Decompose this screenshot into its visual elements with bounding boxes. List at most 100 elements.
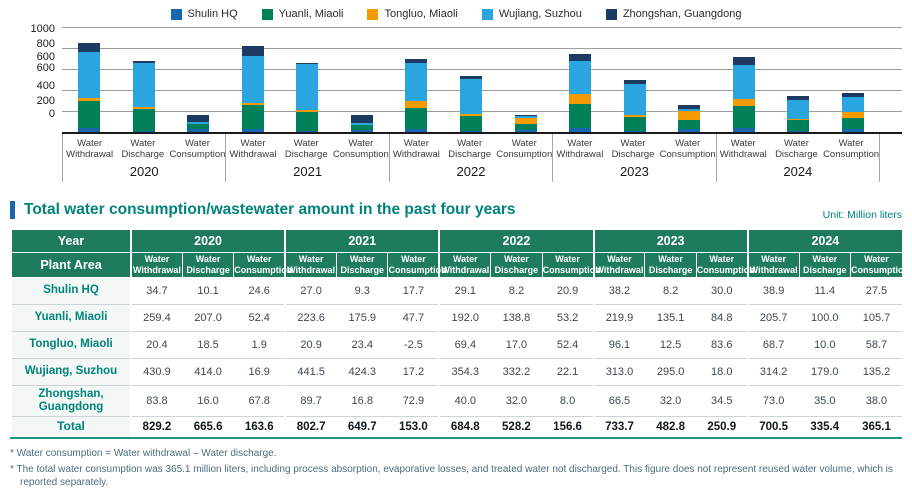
year-group-header: 2020: [129, 230, 286, 253]
data-cell: 67.8: [233, 385, 286, 417]
data-cell: 52.4: [541, 331, 594, 359]
y-axis-tick-label: 600: [36, 62, 55, 75]
accent-bar: [10, 201, 15, 219]
bar-segment: [569, 127, 592, 132]
stacked-bar: [841, 92, 864, 132]
total-data-cell: 482.8: [644, 416, 697, 439]
year-header-cell: Year: [10, 230, 131, 253]
data-cell: 20.4: [129, 331, 183, 359]
bar-segment: [187, 114, 210, 122]
bar-segment: [350, 115, 373, 124]
legend-item-label: Wujiang, Suzhou: [498, 8, 582, 20]
stacked-bar: [569, 53, 592, 132]
bar-segment: [296, 62, 319, 65]
data-cell: 332.2: [490, 358, 543, 386]
bar-segment: [787, 130, 810, 132]
x-measure-label: Water Withdrawal: [556, 138, 604, 160]
footnote-2: * The total water consumption was 365.1 …: [10, 463, 893, 489]
bar-slot: [771, 27, 826, 132]
bar-segment: [78, 52, 101, 99]
y-axis-tick-label: 0: [48, 107, 55, 120]
x-measure-label: Water Discharge: [775, 138, 818, 160]
bar-segment: [296, 131, 319, 132]
bar-segment: [732, 64, 755, 99]
data-cell: 68.7: [746, 331, 800, 359]
bar-segment: [569, 53, 592, 61]
table-row: Shulin HQ 34.7 10.1 24.6 27.0 9.3 17.7 29.1 8.2 2…: [10, 277, 902, 305]
year-group-header: 2021: [284, 230, 440, 253]
stacked-bar: [678, 105, 701, 132]
bar-segment: [732, 98, 755, 106]
bar-slot: [280, 27, 335, 132]
unit-label: Unit: Million liters: [822, 209, 902, 221]
bar-slot: [335, 27, 390, 132]
bar-slot: [444, 27, 499, 132]
data-cell: 24.6: [233, 277, 286, 305]
data-cell: 11.4: [798, 277, 851, 305]
table-header-sub-row: Plant Area Water Withdrawal Water Discharge W…: [10, 252, 909, 278]
data-cell: 22.1: [541, 358, 594, 386]
total-label-cell: Total: [10, 416, 131, 439]
legend-swatch: [261, 8, 273, 20]
bar-slot: [716, 27, 771, 132]
data-cell: 175.9: [336, 304, 388, 332]
y-axis-tick-label: 800: [36, 38, 55, 51]
total-data-cell: 528.2: [490, 416, 543, 439]
x-year-label: 2021: [293, 164, 323, 179]
x-measure-label: Water Discharge: [121, 138, 165, 160]
bar-segment: [678, 105, 701, 109]
plant-name-cell: Yuanli, Miaoli: [10, 304, 131, 332]
bar-segment: [405, 128, 428, 132]
total-data-cell: 250.9: [695, 416, 748, 439]
bar-segment: [841, 92, 864, 98]
water-data-table: Year 2020 2021 2022 2023 2024 Plant Area Water W…: [10, 230, 909, 439]
x-axis-group: Water Withdrawal Water Discharge Water Consum…: [388, 134, 552, 182]
table-row: Wujiang, Suzhou 430.9 414.0 16.9 441.5 424.3 1…: [10, 358, 902, 386]
bar-segment: [241, 102, 264, 106]
bar-group: [553, 27, 717, 132]
data-cell: 32.0: [490, 385, 543, 417]
total-data-cell: 365.1: [849, 416, 902, 439]
data-cell: 259.4: [129, 304, 183, 332]
bar-slot: [117, 27, 172, 132]
data-cell: 8.0: [541, 385, 594, 417]
data-cell: 9.3: [336, 277, 388, 305]
bar-segment: [350, 123, 373, 126]
bar-segment: [241, 129, 264, 132]
x-measure-row: Water Withdrawal Water Discharge Water Consum…: [390, 138, 552, 160]
data-cell: 38.9: [746, 277, 800, 305]
bar-segment: [405, 108, 428, 129]
data-cell: 96.1: [592, 331, 645, 359]
bar-segment: [132, 108, 155, 131]
total-data-cell: 156.6: [541, 416, 594, 439]
bar-segment: [623, 116, 646, 132]
y-axis-tick-label: 600: [36, 50, 55, 63]
legend-item-label: Shulin HQ: [187, 8, 238, 20]
legend-swatch: [367, 8, 379, 20]
total-data-cell: 163.6: [233, 416, 286, 439]
bar-segment: [732, 127, 755, 132]
y-axis-tick-label: 200: [36, 94, 55, 107]
data-cell: 83.6: [695, 331, 748, 359]
bar-slot: [662, 27, 717, 132]
gridline: [62, 111, 902, 112]
sub-column-header: Water Withdrawal: [592, 252, 645, 278]
data-cell: 38.2: [592, 277, 645, 305]
sub-column-header: Water Withdrawal: [746, 252, 800, 278]
legend-swatch: [605, 8, 617, 20]
bar-segment: [841, 129, 864, 132]
x-axis-group: Water Withdrawal Water Discharge Water Consum…: [62, 134, 225, 182]
stacked-bar: [78, 43, 101, 132]
gridline: [62, 48, 902, 49]
data-cell: 16.9: [233, 358, 286, 386]
sub-column-header: Water Discharge: [490, 252, 543, 278]
bar-segment: [405, 63, 428, 101]
bar-segment: [187, 121, 210, 124]
gridline: [62, 90, 902, 91]
data-cell: 29.1: [438, 277, 491, 305]
bar-slot: [553, 27, 608, 132]
data-cell: 16.8: [336, 385, 388, 417]
stacked-bar: [187, 114, 210, 132]
x-measure-label: Water Withdrawal: [719, 138, 767, 160]
